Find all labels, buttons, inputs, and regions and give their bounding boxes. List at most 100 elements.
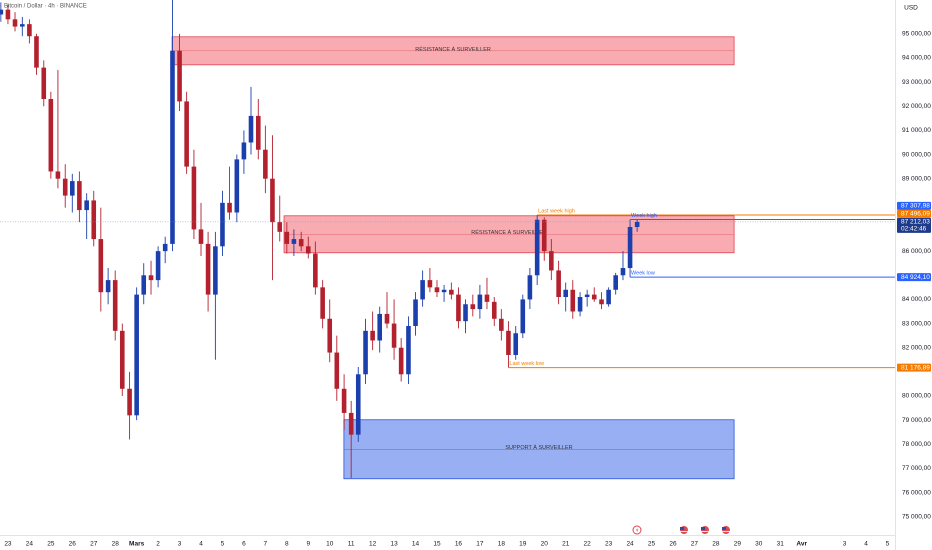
y-tick-label: 94 000,00 (902, 55, 931, 62)
candle-body (570, 289, 576, 312)
x-tick-label: 27 (691, 541, 699, 548)
x-tick-label: 21 (562, 541, 570, 548)
candle-body (241, 142, 247, 160)
x-tick-label: 17 (476, 541, 484, 548)
x-tick-label: 4 (199, 541, 203, 548)
x-tick-label: 30 (755, 541, 763, 548)
candle-body (298, 239, 304, 247)
level-tag-label: 87 307,98 (901, 203, 930, 210)
candle-body (634, 221, 640, 227)
x-tick-label: 5 (221, 541, 225, 548)
candle-body (313, 253, 318, 288)
candle-body (277, 222, 283, 232)
event-icon-glyph (636, 527, 639, 533)
candle-body (62, 178, 68, 196)
candle-body (191, 166, 197, 230)
level-tag (897, 363, 931, 372)
currency: USD (904, 5, 918, 12)
x-tick-label: 3 (178, 541, 182, 548)
candle-body (549, 251, 554, 271)
candle-body (162, 243, 168, 252)
x-tick-label: 28 (112, 541, 120, 548)
candle-body (48, 99, 54, 172)
candle-body (84, 200, 89, 211)
candle-body (563, 289, 569, 298)
candle-body (427, 280, 433, 288)
level-tag-label: 87 496,09 (901, 211, 930, 218)
y-tick-label: 76 000,00 (902, 489, 931, 496)
candle-body (434, 287, 440, 293)
x-tick-label: 26 (69, 541, 77, 548)
candle-body (513, 333, 519, 355)
candle-body (406, 325, 411, 375)
event-flag[interactable] (701, 526, 709, 534)
candle-body (527, 275, 533, 300)
y-tick-label: 79 000,00 (902, 417, 931, 424)
y-tick-label: 90 000,00 (902, 151, 931, 158)
candle-body (341, 388, 347, 413)
candle-body (91, 200, 97, 240)
candle-body (170, 50, 175, 244)
zone-label: SUPPORT À SURVEILLER (505, 444, 572, 451)
candle-body (263, 149, 268, 179)
candle-body (291, 239, 297, 244)
event-flag[interactable] (722, 526, 730, 534)
x-tick-label: 10 (326, 541, 334, 548)
x-tick-label: 3 (843, 541, 847, 548)
candle-body (41, 67, 47, 100)
x-tick-label: 12 (369, 541, 377, 548)
x-tick-label: 22 (584, 541, 592, 548)
zone-label: RÉSISTANCE À SURVEILLER (415, 46, 491, 53)
candle-body (449, 289, 454, 295)
x-tick-label: 4 (864, 541, 868, 548)
level-tag-label: 81 176,89 (901, 364, 930, 371)
event-icons (632, 525, 730, 535)
candle-body (599, 299, 604, 305)
candle-body (613, 275, 618, 290)
x-tick-label: 5 (886, 541, 890, 548)
last-price-label: 87 212,03 (901, 219, 930, 226)
candle-body (255, 115, 261, 150)
candle-body (5, 9, 11, 20)
candle-body (77, 181, 82, 211)
level-tag (897, 273, 931, 282)
level-name: Week low (631, 271, 655, 277)
zone-label: RÉSISTANCE À SURVEILLER (471, 229, 547, 236)
candle-body (127, 388, 132, 416)
candle-body (205, 243, 211, 295)
candle-body (184, 101, 189, 167)
candle-body (413, 299, 418, 326)
candle-body (305, 246, 311, 254)
y-tick-label: 83 000,00 (902, 320, 931, 327)
x-tick-label: 16 (455, 541, 463, 548)
y-tick-label: 95 000,00 (902, 31, 931, 38)
y-tick-label: 80 000,00 (902, 393, 931, 400)
candle-body (98, 239, 104, 293)
y-tick-label: 89 000,00 (902, 175, 931, 182)
candle-body (391, 323, 397, 348)
candle-body (420, 280, 425, 300)
x-tick-label: 20 (541, 541, 549, 548)
candle-body (141, 275, 147, 295)
x-tick-label: 2 (156, 541, 160, 548)
levels: Last week high Week high Week low Last week… (0, 208, 895, 369)
candle-body (556, 270, 561, 298)
x-tick-label: 24 (626, 541, 634, 548)
level-tag (897, 201, 931, 210)
level-tag (897, 209, 931, 218)
candle-body (12, 19, 18, 27)
candle-body (248, 115, 254, 143)
candle-body (234, 159, 240, 213)
candle-body (441, 289, 447, 293)
y-tick-label: 82 000,00 (902, 344, 931, 351)
candle-body (520, 299, 526, 334)
candle-body (456, 294, 461, 322)
y-tick-label: 84 000,00 (902, 296, 931, 303)
event-flag[interactable] (680, 526, 688, 534)
candle-body (463, 304, 468, 322)
candle-body (363, 330, 368, 375)
candle-body (112, 280, 118, 331)
